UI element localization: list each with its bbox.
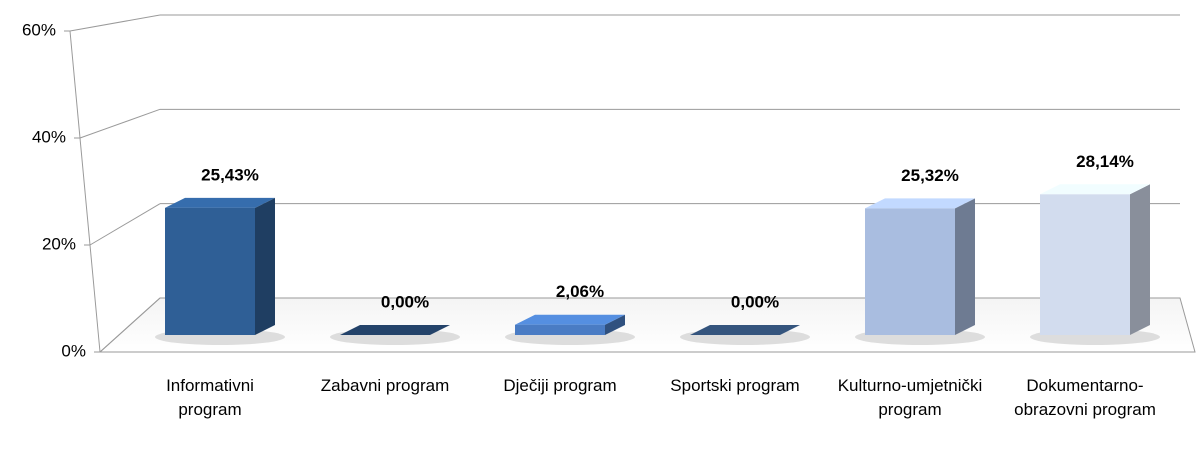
value-label: 0,00% [731,292,779,311]
y-tick-label: 0% [61,341,86,360]
x-tick-label: Dokumentarno-obrazovni program [1014,376,1156,419]
bar [165,207,255,335]
bar-top [690,325,800,335]
bar-top [165,197,275,208]
bar [515,324,605,335]
x-tick-label: Zabavni program [320,376,450,395]
x-tick-label: Sportski program [670,376,800,395]
value-label: 0,00% [381,292,429,311]
grid-line [89,203,161,246]
bar-top [340,325,450,335]
x-tick-label: Informativni program [166,376,254,419]
grid-line [69,14,161,32]
axis-line [69,30,101,353]
bar-side [955,198,975,335]
bar-top [515,314,625,325]
bar-top [865,198,975,209]
bar-top [1040,184,1150,195]
y-tick-label: 60% [22,20,56,39]
value-label: 2,06% [556,282,604,301]
bar [865,208,955,335]
grid-line [99,297,161,353]
y-tick-label: 20% [42,234,76,253]
y-tick-label: 40% [32,127,66,146]
value-label: 25,43% [201,165,259,184]
bar-side [605,314,625,335]
x-tick-label: Kulturno-umjetnički program [837,376,983,419]
value-label: 25,32% [901,166,959,185]
value-label: 28,14% [1076,152,1134,171]
x-tick-label: Dječiji program [503,376,617,395]
bar [1040,194,1130,335]
grid-line [79,108,161,139]
bar-side [1130,184,1150,335]
bar-side [255,197,275,335]
